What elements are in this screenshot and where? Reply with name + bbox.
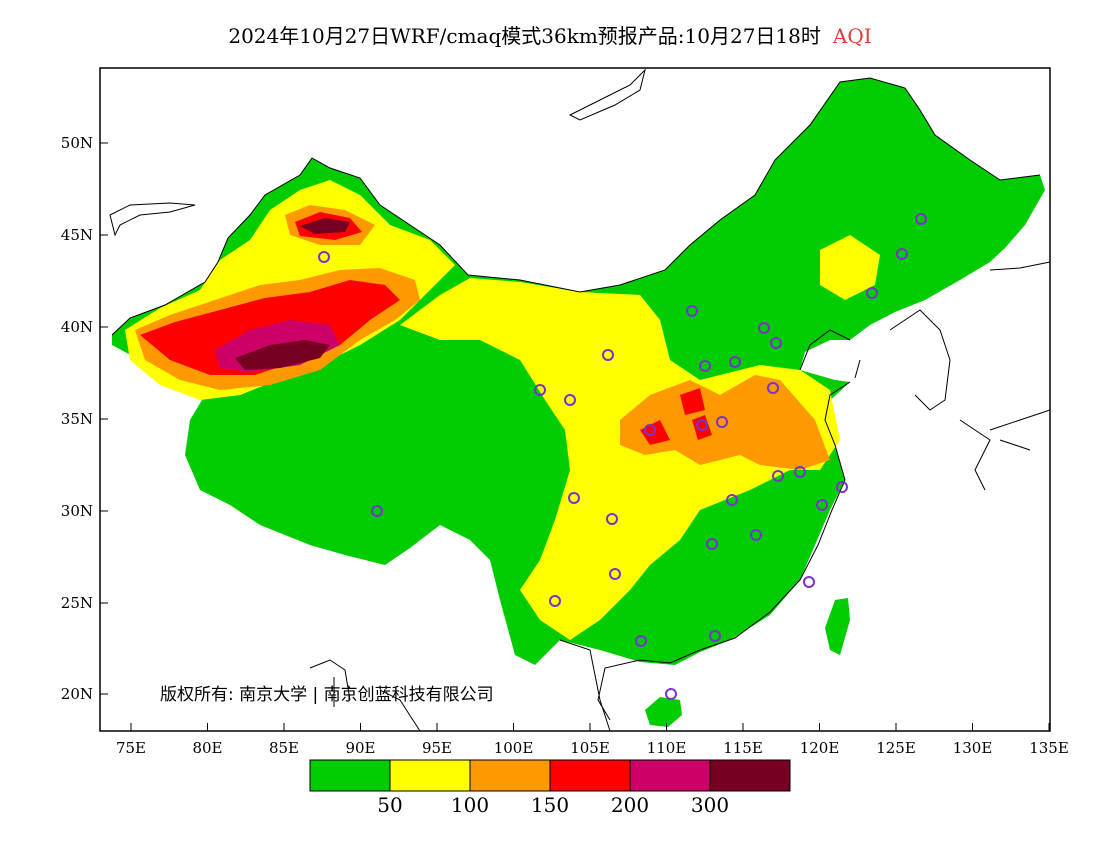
indochina-outline <box>309 639 611 732</box>
map-title: 2024年10月27日WRF/cmaq模式36km预报产品:10月27日18时 A… <box>0 20 1100 49</box>
balkhash-lake-outline <box>109 202 196 237</box>
station-marker <box>803 576 815 588</box>
longitude-tick-label: 120E <box>800 739 840 757</box>
station-marker <box>609 568 621 580</box>
station-marker <box>534 384 546 396</box>
longitude-tick-label: 100E <box>494 739 534 757</box>
station-markers <box>318 213 927 700</box>
station-marker <box>767 382 779 394</box>
longitude-tick-label: 80E <box>192 739 222 757</box>
latitude-tick-label: 35N <box>61 410 93 428</box>
legend-swatch-hazardous <box>709 759 791 792</box>
central-sensitive-region <box>620 375 830 470</box>
station-marker <box>758 322 770 334</box>
hainan-island <box>645 697 682 727</box>
station-marker <box>696 419 708 431</box>
station-marker <box>665 688 677 700</box>
longitude-axis: 75E 80E 85E 90E 95E 100E 105E 110E 115E 120E 125E 1… <box>116 723 1069 757</box>
station-marker <box>750 529 762 541</box>
legend-swatch-moderate <box>389 759 471 792</box>
station-marker <box>866 287 878 299</box>
longitude-tick-label: 110E <box>647 739 687 757</box>
legend-swatch-unhealthy <box>549 759 631 792</box>
station-marker <box>602 349 614 361</box>
bohai-coast <box>799 329 861 379</box>
korea-japan-outline <box>889 309 1051 491</box>
latitude-tick-label: 45N <box>61 226 93 244</box>
station-marker <box>371 505 383 517</box>
station-marker <box>726 494 738 506</box>
station-marker <box>836 481 848 493</box>
latitude-axis: 50N 45N 40N 35N 30N 25N 20N <box>61 134 108 703</box>
station-marker <box>770 337 782 349</box>
station-marker <box>568 492 580 504</box>
mongolia-lake-outline <box>568 68 646 121</box>
station-marker <box>564 394 576 406</box>
latitude-tick-label: 50N <box>61 134 93 152</box>
longitude-tick-label: 130E <box>953 739 993 757</box>
hubei-unhealthy-patch <box>692 415 712 440</box>
longitude-tick-label: 90E <box>345 739 375 757</box>
station-marker <box>644 424 656 436</box>
longitude-tick-label: 95E <box>422 739 452 757</box>
xinjiang-hazardous-region <box>235 340 330 370</box>
legend-label: 300 <box>690 793 730 817</box>
country-border <box>111 77 1041 336</box>
station-marker <box>716 416 728 428</box>
station-marker <box>729 356 741 368</box>
longitude-tick-label: 75E <box>116 739 146 757</box>
title-main: 2024年10月27日WRF/cmaq模式36km预报产品:10月27日18时 <box>228 24 821 48</box>
title-variable: AQI <box>832 24 872 48</box>
station-marker <box>915 213 927 225</box>
longitude-tick-label: 135E <box>1029 739 1069 757</box>
legend-swatch-good <box>309 759 391 792</box>
station-marker <box>772 470 784 482</box>
station-marker <box>699 360 711 372</box>
coastline <box>597 381 851 721</box>
henan-unhealthy-patch <box>680 388 705 415</box>
copyright-text: 版权所有: 南京大学 | 南京创蓝科技有限公司 <box>160 685 494 705</box>
longitude-tick-label: 125E <box>876 739 916 757</box>
station-marker <box>896 248 908 260</box>
station-marker <box>686 305 698 317</box>
north-xinjiang-hazardous-patch <box>300 218 350 234</box>
station-marker <box>606 513 618 525</box>
legend-swatch-sensitive <box>469 759 551 792</box>
longitude-tick-label: 115E <box>723 739 763 757</box>
legend-label: 200 <box>610 793 650 817</box>
legend-swatch-very-unhealthy <box>629 759 711 792</box>
central-moderate-region <box>400 278 840 640</box>
taiwan-island <box>825 598 850 655</box>
station-marker <box>709 630 721 642</box>
longitude-tick-label: 105E <box>570 739 610 757</box>
latitude-tick-label: 30N <box>61 502 93 520</box>
station-marker <box>816 499 828 511</box>
legend-label: 150 <box>530 793 570 817</box>
station-marker <box>318 251 330 263</box>
legend-label: 100 <box>450 793 490 817</box>
russia-coast-outline <box>989 261 1051 271</box>
northeast-moderate-patch <box>820 235 880 300</box>
legend-label: 50 <box>377 793 403 817</box>
station-marker <box>706 538 718 550</box>
longitude-tick-label: 85E <box>269 739 299 757</box>
station-marker <box>549 595 561 607</box>
latitude-tick-label: 20N <box>61 685 93 703</box>
aqi-legend-bar <box>309 759 791 792</box>
station-marker <box>794 466 806 478</box>
latitude-tick-label: 25N <box>61 594 93 612</box>
station-marker <box>635 635 647 647</box>
latitude-tick-label: 40N <box>61 318 93 336</box>
